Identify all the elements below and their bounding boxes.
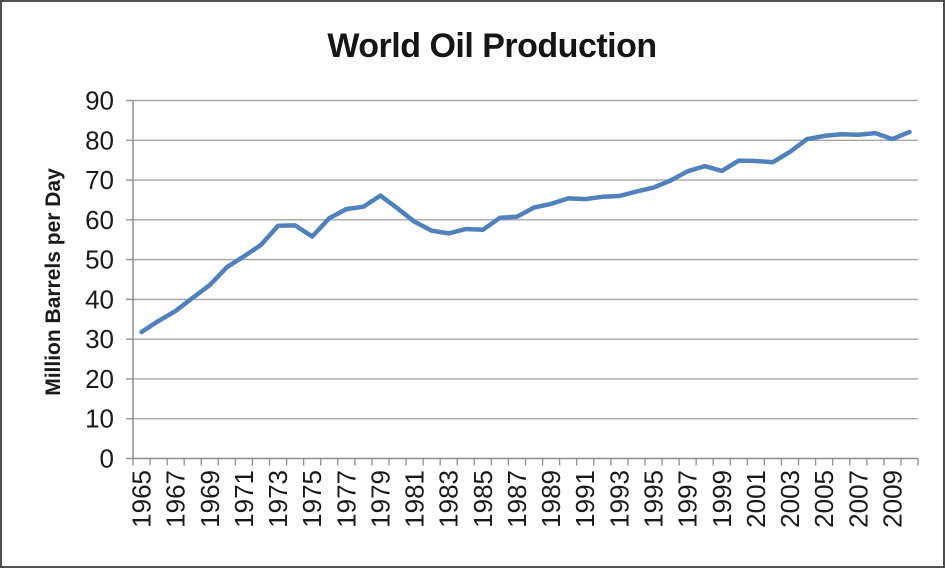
y-tick-label: 30 [85,324,114,354]
x-tick-label: 1985 [468,470,498,528]
x-tick-label: 1991 [570,470,600,528]
y-tick-label: 80 [85,125,114,155]
x-tick-label: 1971 [229,470,259,528]
chart-title: World Oil Production [327,27,656,65]
y-axis-title: Million Barrels per Day [42,168,65,396]
y-axis-tick-labels: 0 10 20 30 40 50 60 70 80 90 [85,86,114,474]
x-tick-label: 2001 [741,470,771,528]
x-tick-label: 1973 [263,470,293,528]
x-axis-tickmarks [132,458,919,466]
x-tick-label: 1987 [502,470,532,528]
y-tick-label: 50 [85,245,114,275]
x-tick-label: 1977 [331,470,361,528]
y-axis-tickmarks [126,99,133,460]
x-tick-label: 2005 [809,470,839,528]
x-tick-label: 1999 [707,470,737,528]
x-tick-label: 1997 [673,470,703,528]
x-tick-label: 1975 [297,470,327,528]
y-tick-label: 10 [85,404,114,434]
y-tick-label: 40 [85,284,114,314]
x-tick-label: 1983 [434,470,464,528]
x-tick-label: 1981 [400,470,430,528]
y-tick-label: 90 [85,86,114,116]
y-tick-label: 70 [85,165,114,195]
x-tick-label: 1989 [536,470,566,528]
gridlines [133,99,918,420]
x-tick-label: 1979 [365,470,395,528]
x-axis-tick-labels: 1965 1967 1969 1971 1973 1975 1977 1979 1981 1983… [127,470,908,528]
x-tick-label: 1993 [604,470,634,528]
x-tick-label: 2009 [877,470,907,528]
y-tick-label: 60 [85,205,114,235]
x-tick-label: 1969 [195,470,225,528]
x-tick-label: 1965 [127,470,157,528]
x-tick-label: 2003 [775,470,805,528]
x-tick-label: 2007 [843,470,873,528]
y-tick-label: 20 [85,364,114,394]
x-tick-label: 1967 [161,470,191,528]
axes [132,100,918,460]
data-series-line [139,129,912,335]
x-tick-label: 1995 [638,470,668,528]
y-tick-label: 0 [100,444,114,474]
